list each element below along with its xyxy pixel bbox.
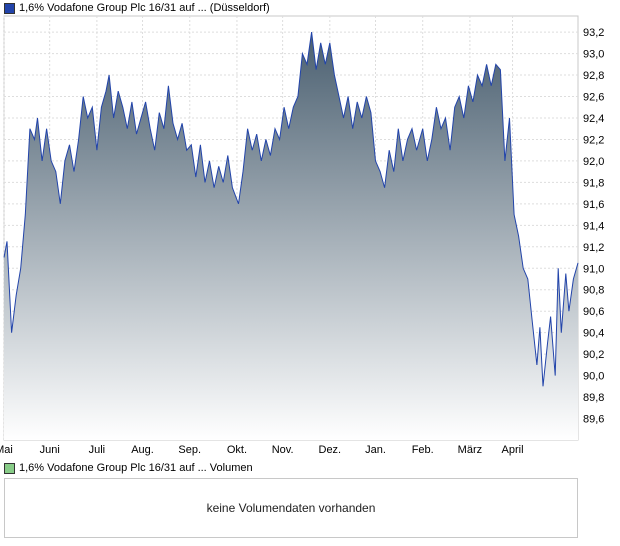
- y-tick-label: 92,6: [583, 92, 604, 104]
- y-tick-label: 91,6: [583, 199, 604, 211]
- x-tick-label: Sep.: [178, 444, 201, 456]
- price-area: [4, 32, 578, 440]
- x-tick-label: März: [458, 444, 482, 456]
- y-tick-label: 91,4: [583, 220, 604, 232]
- y-tick-label: 89,6: [583, 414, 604, 426]
- y-tick-label: 93,0: [583, 49, 604, 61]
- no-volume-message: keine Volumendaten vorhanden: [206, 501, 376, 515]
- y-tick-label: 92,8: [583, 70, 604, 82]
- x-tick-label: Aug.: [131, 444, 154, 456]
- y-tick-label: 92,0: [583, 156, 604, 168]
- x-tick-label: Juni: [40, 444, 60, 456]
- y-tick-label: 92,2: [583, 134, 604, 146]
- y-tick-label: 91,2: [583, 242, 604, 254]
- x-axis-ticks: Mai Juni Juli Aug. Sep. Okt. Nov. Dez. Jan. Feb. M…: [0, 444, 524, 456]
- x-tick-label: Dez.: [319, 444, 342, 456]
- y-tick-label: 90,2: [583, 349, 604, 361]
- y-tick-label: 92,4: [583, 113, 604, 125]
- x-tick-label: Juli: [89, 444, 106, 456]
- y-tick-label: 90,6: [583, 306, 604, 318]
- y-tick-label: 91,0: [583, 263, 604, 275]
- x-tick-label: Feb.: [412, 444, 434, 456]
- y-tick-label: 90,0: [583, 371, 604, 383]
- price-line: [3, 32, 579, 387]
- y-axis-ticks: 89,6 89,8 90,0 90,2 90,4 90,6 90,8 91,0 91,2 91,4…: [583, 27, 604, 425]
- x-tick-label: Okt.: [227, 444, 247, 456]
- y-tick-label: 90,8: [583, 285, 604, 297]
- y-tick-label: 90,4: [583, 328, 604, 340]
- x-tick-label: April: [502, 444, 524, 456]
- price-chart: 89,6 89,8 90,0 90,2 90,4 90,6 90,8 91,0 91,2 91,4…: [0, 15, 604, 456]
- volume-legend: 1,6% Vodafone Group Plc 16/31 auf ... Vo…: [4, 461, 253, 475]
- volume-legend-label: 1,6% Vodafone Group Plc 16/31 auf ... Vo…: [19, 462, 253, 474]
- volume-legend-swatch-icon: [4, 462, 15, 474]
- y-tick-label: 89,8: [583, 392, 604, 404]
- x-tick-label: Nov.: [272, 444, 294, 456]
- x-tick-label: Mai: [0, 444, 13, 456]
- price-legend: 1,6% Vodafone Group Plc 16/31 auf ... (D…: [4, 1, 270, 15]
- x-tick-label: Jan.: [365, 444, 386, 456]
- volume-chart: keine Volumendaten vorhanden: [4, 478, 578, 538]
- y-tick-label: 93,2: [583, 27, 604, 39]
- y-tick-label: 91,8: [583, 177, 604, 189]
- price-legend-label: 1,6% Vodafone Group Plc 16/31 auf ... (D…: [19, 2, 270, 14]
- price-legend-swatch-icon: [4, 2, 15, 14]
